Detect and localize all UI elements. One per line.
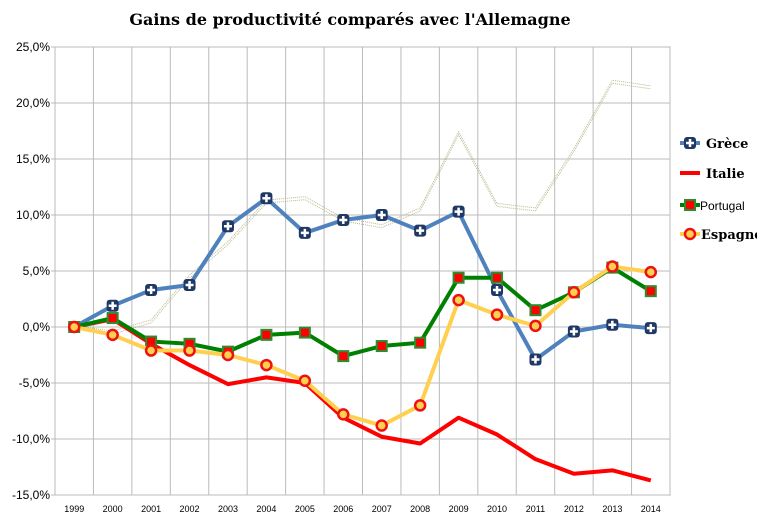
x-tick-label: 2012 bbox=[564, 504, 584, 514]
point-espagne bbox=[221, 348, 235, 362]
series-line-italie bbox=[73, 317, 652, 483]
point-portugal bbox=[298, 326, 311, 339]
x-tick-label: 2009 bbox=[449, 504, 469, 514]
point-espagne bbox=[413, 399, 427, 412]
x-tick-label: 2014 bbox=[641, 504, 661, 514]
x-tick-label: 2002 bbox=[180, 504, 200, 514]
x-tick-label: 2010 bbox=[487, 504, 507, 514]
x-tick-label: 2000 bbox=[103, 504, 123, 514]
point-grce bbox=[260, 192, 273, 205]
point-grce bbox=[298, 226, 311, 239]
x-tick-label: 2001 bbox=[141, 504, 161, 514]
point-espagne bbox=[490, 308, 504, 321]
point-portugal bbox=[375, 340, 388, 353]
legend-label-italie: Italie bbox=[706, 167, 745, 182]
x-tick-label: 2005 bbox=[295, 504, 315, 514]
y-tick-label: 5,0% bbox=[23, 264, 51, 278]
y-tick-label: 0,0% bbox=[23, 320, 51, 334]
x-tick-label: 2007 bbox=[372, 504, 392, 514]
point-grce bbox=[375, 209, 388, 221]
x-tick-label: 2013 bbox=[602, 504, 622, 514]
legend-label-grce: Grèce bbox=[706, 137, 748, 152]
legend-marker-portugal bbox=[684, 199, 696, 211]
point-portugal bbox=[644, 285, 657, 298]
point-espagne bbox=[375, 419, 388, 432]
x-tick-label: 2003 bbox=[218, 504, 238, 514]
series-line-portugal bbox=[73, 265, 652, 359]
point-espagne bbox=[67, 320, 81, 334]
point-portugal bbox=[491, 271, 504, 284]
point-grce bbox=[644, 322, 657, 335]
point-espagne bbox=[529, 319, 542, 333]
legend-marker-grce bbox=[684, 137, 696, 149]
chart-title: Gains de productivité comparés avec l'Al… bbox=[129, 10, 571, 29]
x-tick-label: 2011 bbox=[526, 504, 545, 514]
point-portugal bbox=[452, 271, 465, 284]
point-portugal bbox=[337, 350, 350, 363]
series-line-unlabeled bbox=[74, 79, 651, 332]
point-espagne bbox=[567, 286, 581, 299]
point-grce bbox=[221, 220, 234, 233]
point-portugal bbox=[529, 304, 542, 317]
y-tick-label: -5,0% bbox=[19, 376, 51, 390]
series-line-unlabeled bbox=[74, 82, 651, 335]
legend-label-espagne: Espagne bbox=[701, 228, 757, 243]
point-grce bbox=[491, 284, 504, 297]
point-portugal bbox=[414, 336, 427, 349]
legend-label-portugal: Portugal bbox=[700, 199, 745, 213]
y-tick-label: 15,0% bbox=[16, 152, 50, 166]
point-grce bbox=[414, 224, 427, 237]
point-espagne bbox=[183, 344, 196, 357]
point-espagne bbox=[106, 328, 119, 342]
point-espagne bbox=[606, 260, 619, 273]
point-espagne bbox=[337, 408, 350, 421]
point-grce bbox=[183, 279, 196, 291]
series-line-espagne bbox=[73, 264, 652, 428]
series-line-grce bbox=[73, 196, 651, 362]
point-grce bbox=[529, 353, 542, 366]
point-grce bbox=[567, 325, 580, 338]
point-espagne bbox=[298, 374, 312, 388]
y-tick-label: -15,0% bbox=[12, 488, 50, 502]
point-grce bbox=[106, 299, 119, 312]
y-tick-label: 10,0% bbox=[16, 208, 50, 222]
y-tick-label: -10,0% bbox=[12, 432, 50, 446]
point-portugal bbox=[106, 312, 119, 325]
y-tick-label: 25,0% bbox=[16, 40, 50, 54]
x-tick-label: 2004 bbox=[256, 504, 276, 514]
point-grce bbox=[452, 205, 465, 218]
point-espagne bbox=[144, 344, 158, 357]
point-grce bbox=[145, 284, 158, 297]
x-tick-label: 2008 bbox=[410, 504, 430, 514]
point-espagne bbox=[644, 265, 658, 279]
point-grce bbox=[337, 214, 350, 227]
y-tick-label: 20,0% bbox=[16, 96, 50, 110]
point-portugal bbox=[260, 328, 273, 341]
legend-marker-espagne bbox=[683, 227, 697, 241]
x-tick-label: 1999 bbox=[64, 504, 84, 514]
point-grce bbox=[606, 318, 619, 331]
point-espagne bbox=[260, 358, 273, 372]
x-tick-label: 2006 bbox=[333, 504, 353, 514]
point-espagne bbox=[452, 293, 465, 307]
